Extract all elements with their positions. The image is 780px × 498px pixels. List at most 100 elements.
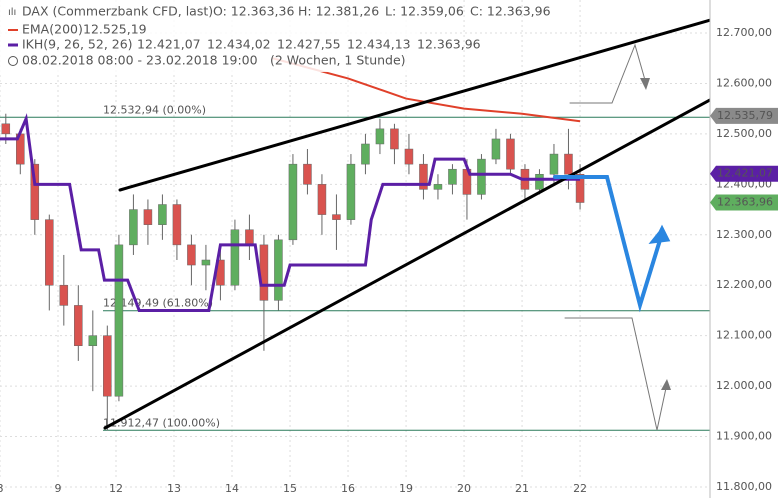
ikh-value: 12.363,96 [417, 37, 481, 52]
candle-body [535, 173, 544, 190]
candle-body [575, 173, 585, 203]
candle-body [433, 184, 443, 190]
y-tick-label: 12.500,00 [716, 127, 772, 140]
annotation-arrow [569, 43, 646, 104]
candle-body [187, 244, 196, 266]
legend: ılı DAX (Commerzbank CFD, last) O: 12.36… [0, 0, 551, 72]
y-axis: 11.800,00 11.900,00 12.000,00 12.100,00 12.2… [709, 0, 780, 498]
x-tick-label: 21 [515, 482, 529, 495]
x-tick-label: 22 [573, 482, 587, 495]
y-tick-label: 12.700,00 [716, 26, 772, 39]
x-tick-label: 15 [283, 482, 297, 495]
y-tick-label: 12.000,00 [716, 379, 772, 392]
badge-label: 12.421,07 [717, 167, 773, 180]
candle-body [129, 209, 138, 246]
indicator-line [272, 57, 581, 123]
ikh-label: IKH(9, 26, 52, 26) [22, 37, 133, 52]
date-range: 08.02.2018 08:00 - 23.02.2018 19:00 [22, 53, 258, 68]
candle-body [549, 153, 559, 175]
ikh-value: 12.434,02 [207, 37, 271, 52]
candle-body [1, 123, 11, 135]
candle-body [158, 204, 167, 225]
candle-body [477, 158, 486, 195]
candle-body [506, 138, 515, 170]
trend-line [118, 0, 780, 192]
arrow-head [648, 224, 671, 244]
candle-body [564, 153, 573, 175]
y-tick-label: 11.800,00 [716, 480, 772, 493]
ema-value: 12.525,19 [83, 22, 147, 37]
drawings [103, 0, 780, 431]
price-badge [710, 194, 778, 211]
candle-body [361, 143, 370, 165]
candle-body [317, 184, 327, 215]
y-tick-label: 12.300,00 [716, 228, 772, 241]
candle-body [390, 128, 399, 150]
x-tick-label: 9 [55, 482, 62, 495]
fib-label: 12.532,94 (0.00%) [103, 103, 206, 116]
legend-bg [0, 0, 420, 72]
badge-label: 12.535,79 [717, 109, 773, 122]
candle-body [375, 128, 385, 145]
x-tick-label: 12 [109, 482, 123, 495]
candle-body [114, 244, 124, 397]
icon: ılı [8, 7, 16, 18]
candle-body [245, 229, 254, 246]
candle-body [419, 163, 428, 190]
badge-label: 12.363,96 [717, 196, 773, 209]
ikh-value: 12.421,07 [137, 37, 201, 52]
annotation-arrow [564, 317, 667, 431]
candle-body [288, 163, 298, 241]
y-tick-label: 12.100,00 [716, 329, 772, 342]
ohlc: O: 12.363,36 [213, 4, 294, 19]
candle-body [30, 163, 40, 220]
candle-body [230, 229, 240, 286]
candle-body [448, 168, 457, 185]
candle-body [491, 138, 501, 160]
candle-body [259, 244, 269, 301]
candle-body [404, 148, 414, 165]
y-tick-label: 12.600,00 [716, 76, 772, 89]
candle-body [59, 284, 69, 306]
y-tick-label: 12.200,00 [716, 278, 772, 291]
trend-line [103, 60, 780, 430]
candle-body [346, 163, 356, 220]
ema-label: EMA(200) [22, 22, 83, 37]
candle-body [201, 259, 211, 266]
candle-body [74, 305, 83, 347]
axis-bg [710, 0, 780, 498]
candle-body [303, 163, 312, 185]
ohlc: C: 12.363,96 [470, 4, 551, 19]
price-badge [710, 107, 778, 124]
ikh-value: 12.434,13 [347, 37, 411, 52]
x-tick-label: 8 [0, 482, 4, 495]
period: (2 Wochen, 1 Stunde) [270, 53, 406, 68]
ohlc: L: 12.359,06 [385, 4, 464, 19]
candle-body [172, 204, 182, 246]
projection-arrow [553, 175, 662, 313]
fib-label: 11.912,47 (100.00%) [103, 416, 220, 429]
candle-body [332, 214, 341, 220]
candle-body [274, 239, 283, 301]
arrow-head [640, 78, 650, 90]
ikh-value: 12.427,55 [277, 37, 341, 52]
candle-body [143, 209, 153, 225]
y-tick-label: 11.900,00 [716, 430, 772, 443]
x-tick-label: 20 [457, 482, 471, 495]
symbol: DAX (Commerzbank CFD, last) [22, 4, 213, 19]
x-tick-label: 14 [225, 482, 239, 495]
candle-body [45, 219, 54, 286]
plot-area: 12.532,94 (0.00%) 12.149,49 (61.80%) 11.91… [0, 0, 710, 488]
indicator-line [0, 113, 581, 312]
price-badge [710, 165, 778, 182]
candle-body [103, 335, 112, 397]
x-tick-label: 19 [399, 482, 413, 495]
fib-label: 12.149,49 (61.80%) [103, 297, 213, 310]
clock-icon [8, 56, 18, 66]
arrow-head [661, 379, 671, 390]
ohlc: H: 12.381,26 [298, 4, 379, 19]
x-tick-label: 16 [341, 482, 355, 495]
candle-body [88, 335, 98, 347]
x-tick-label: 13 [167, 482, 181, 495]
